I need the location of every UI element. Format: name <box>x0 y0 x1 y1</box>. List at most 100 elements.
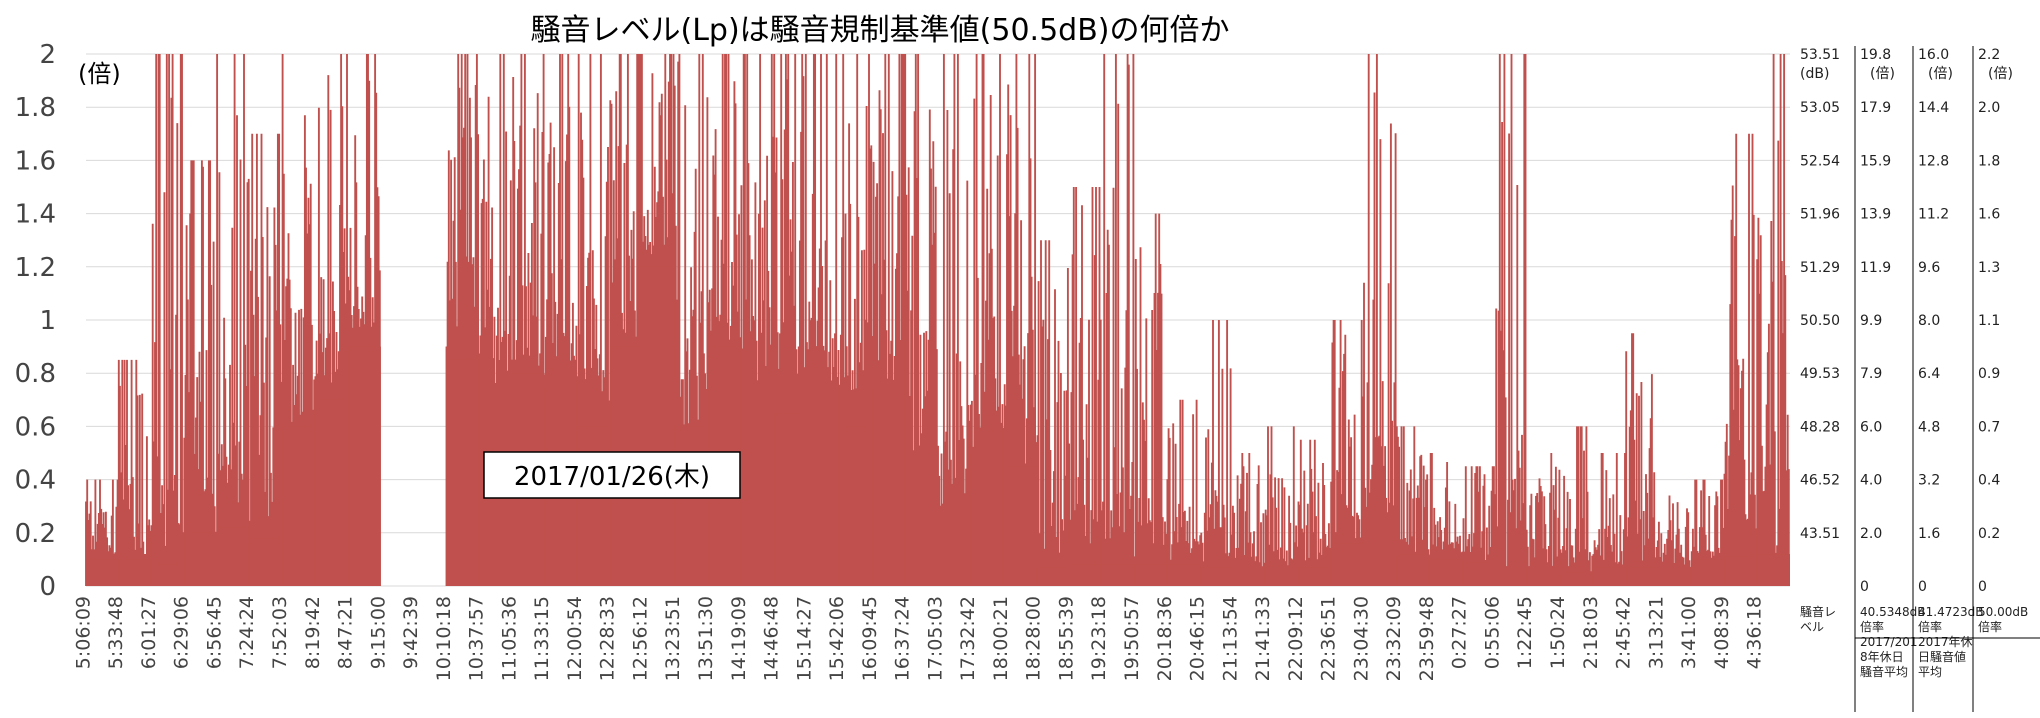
x-tick-label: 2:45:42 <box>1613 596 1635 669</box>
right-axis-tick: 14.4 <box>1918 100 1949 116</box>
series-segment <box>1723 133 1758 586</box>
x-tick-label: 14:46:48 <box>761 596 783 681</box>
series-floor <box>1757 554 1790 586</box>
right-axis-tick: 1.6 <box>1978 207 2000 223</box>
series-floor <box>1003 466 1037 586</box>
x-tick-label: 9:15:00 <box>367 596 389 669</box>
right-axis-tick: 4.0 <box>1860 473 1882 489</box>
series-floor <box>1232 570 1266 586</box>
x-tick-label: 4:36:18 <box>1744 596 1766 669</box>
right-axis-tick: 0.9 <box>1978 366 2000 382</box>
series-floor <box>806 386 840 586</box>
right-axis-footer: 騒音平均 <box>1860 664 1908 679</box>
right-axis-tick: 1.6 <box>1918 526 1940 542</box>
right-axis-unit: (倍) <box>1870 66 1895 82</box>
series-floor <box>905 453 938 586</box>
x-tick-label: 23:59:48 <box>1416 596 1438 681</box>
right-axis-tick: 48.28 <box>1800 419 1840 435</box>
series-floor <box>938 519 971 586</box>
x-tick-label: 14:19:09 <box>728 596 750 681</box>
chart-title: 騒音レベル(Lp)は騒音規制基準値(50.5dB)の何倍か <box>531 13 1230 48</box>
right-axis-footer: 平均 <box>1918 665 1942 679</box>
x-tick-label: 10:10:18 <box>433 596 455 681</box>
right-axis-tick: 1.3 <box>1978 260 2000 276</box>
date-annotation: 2017/01/26(木) <box>514 462 710 492</box>
series-floor <box>217 527 250 586</box>
right-axis-tick: 16.0 <box>1918 47 1949 63</box>
x-tick-label: 20:46:15 <box>1187 596 1209 681</box>
x-tick-label: 2:18:03 <box>1580 596 1602 669</box>
right-axis-tick: 46.52 <box>1800 473 1840 489</box>
x-tick-label: 18:00:21 <box>990 596 1012 681</box>
x-tick-label: 12:00:54 <box>564 596 586 681</box>
series-floor <box>1396 554 1430 586</box>
series-floor <box>86 559 119 586</box>
series-floor <box>1331 543 1364 586</box>
series-floor <box>1036 567 1070 586</box>
series-segment <box>1592 453 1626 586</box>
right-axis-footer: 騒音レ <box>1800 604 1836 619</box>
right-axis-tick: 43.51 <box>1800 526 1840 542</box>
right-axis-tick: 8.0 <box>1918 313 1940 329</box>
x-tick-label: 13:23:51 <box>662 596 684 681</box>
right-axis-footer: 2017年休 <box>1918 635 1973 649</box>
right-axis-tick: 0 <box>1918 579 1927 595</box>
x-tick-label: 15:14:27 <box>793 596 815 681</box>
series-floor <box>249 538 283 586</box>
right-axis-tick: 0.7 <box>1978 419 2000 435</box>
series-segment <box>1133 213 1168 586</box>
right-axis-footer: 50.00dB <box>1978 605 2028 619</box>
series-floor <box>1593 567 1627 586</box>
x-tick-label: 8:19:42 <box>302 596 324 669</box>
x-tick-label: 23:32:09 <box>1383 596 1405 681</box>
x-tick-label: 6:29:06 <box>171 596 193 669</box>
right-axis-tick: 51.29 <box>1800 260 1840 276</box>
x-tick-label: 18:28:00 <box>1023 596 1045 681</box>
series-segment <box>1559 426 1594 586</box>
right-axis-unit: (倍) <box>1988 66 2013 82</box>
x-tick-label: 1:50:24 <box>1547 596 1569 669</box>
right-axis-tick: 11.9 <box>1860 260 1891 276</box>
series-floor <box>643 266 676 586</box>
y-tick-label: 0.4 <box>15 466 56 496</box>
y-tick-label: 1.6 <box>15 146 56 176</box>
x-tick-label: 21:41:33 <box>1252 596 1274 681</box>
series-floor <box>348 346 381 586</box>
right-axis-footer: 日騒音値 <box>1918 649 1966 664</box>
y-tick-label: 0.8 <box>15 359 56 389</box>
x-tick-label: 19:50:57 <box>1121 596 1143 681</box>
series-floor <box>839 426 873 586</box>
y-tick-label: 2 <box>39 40 56 70</box>
y-tick-label: 0.2 <box>15 519 56 549</box>
right-axis-tick: 2.2 <box>1978 47 2000 63</box>
series-segment <box>1526 453 1561 586</box>
series-floor <box>282 426 316 586</box>
right-axis-tick: 15.9 <box>1860 153 1891 169</box>
series-floor <box>1429 559 1463 586</box>
series-segment <box>1231 453 1266 586</box>
series-segment <box>1363 54 1397 586</box>
x-tick-label: 19:23:18 <box>1088 596 1110 681</box>
right-axis-tick: 13.9 <box>1860 207 1891 223</box>
series-floor <box>1495 570 1528 586</box>
series-floor <box>1658 570 1692 586</box>
right-axis-tick: 3.2 <box>1918 473 1940 489</box>
series-floor <box>118 559 152 586</box>
x-tick-label: 23:04:30 <box>1350 596 1372 681</box>
x-tick-label: 20:18:36 <box>1154 596 1176 681</box>
series-segment <box>1002 54 1037 586</box>
series-floor <box>1724 556 1758 586</box>
noise-series <box>85 54 1790 586</box>
x-tick-label: 12:28:33 <box>597 596 619 681</box>
series-floor <box>577 426 611 586</box>
x-tick-label: 21:13:54 <box>1219 596 1241 681</box>
series-floor <box>970 453 1004 586</box>
x-tick-label: 22:09:12 <box>1285 596 1307 681</box>
series-floor <box>872 386 906 586</box>
series-floor <box>741 386 775 586</box>
right-axis-tick: 6.4 <box>1918 366 1940 382</box>
series-floor <box>1626 567 1659 586</box>
right-axis-tick: 50.50 <box>1800 313 1840 329</box>
right-axis-tick: 11.2 <box>1918 207 1949 223</box>
